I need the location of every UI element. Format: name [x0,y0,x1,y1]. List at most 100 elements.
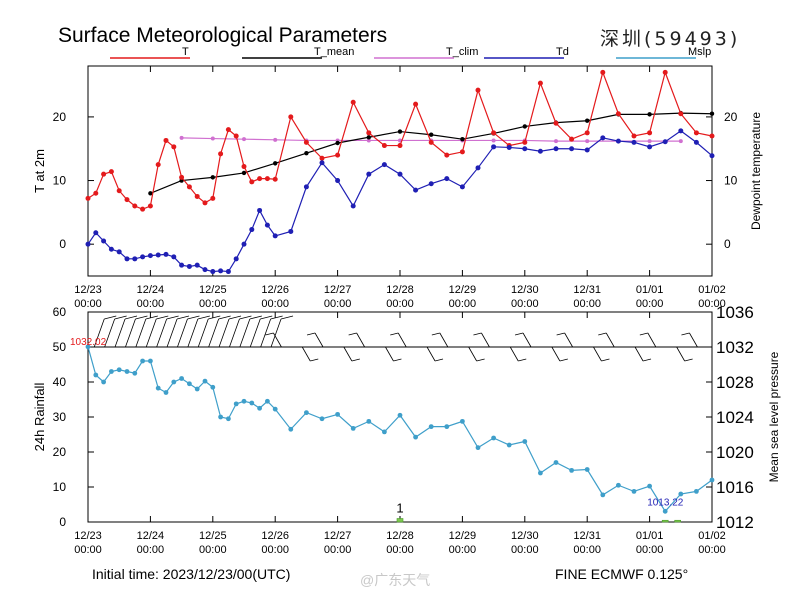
x-tick-label-date: 01/01 [636,284,664,296]
t-point [600,69,606,75]
mslp-point [257,405,262,411]
t-point [264,176,270,182]
mslp-point [304,410,309,416]
rain-axis-label: 24h Rainfall [32,383,47,452]
x-tick-label-time: 00:00 [698,544,726,556]
x-tick-label-time: 00:00 [698,298,726,310]
y-tick-label-right: 20 [724,110,738,124]
wind-barb [518,358,527,362]
tmean-point [241,170,247,176]
tmean-point [210,175,215,180]
td-point [584,147,590,153]
mslp-point [163,390,169,395]
t-point [335,152,341,158]
wind-barb [239,315,252,320]
tmean-point [273,161,278,166]
td-point [491,144,497,150]
mslp-point [226,416,231,422]
t-point [475,87,481,93]
td-point [233,256,239,262]
td-point [366,171,372,177]
mslp-y-tick-label: 1032 [716,338,754,357]
x-tick-label-date: 12/25 [199,530,227,542]
x-tick-label-date: 12/31 [573,284,601,296]
rain-y-tick-label: 30 [53,410,67,424]
t-point [124,197,130,203]
t-point [615,111,621,117]
wind-barb [104,315,117,320]
td-line [87,130,713,273]
x-tick-label-date: 12/30 [511,530,539,542]
td-point [615,138,621,144]
x-tick-label-date: 12/29 [449,284,477,296]
mslp-y-tick-label: 1020 [716,443,754,462]
x-tick-label-time: 00:00 [324,544,352,556]
wind-barb [135,318,147,348]
rain-y-tick-label: 40 [53,375,67,389]
wind-barb [208,318,220,348]
wind-barb [689,332,698,348]
initial-time: Initial time: 2023/12/23/00(UTC) [92,566,291,582]
mslp-point [397,412,403,418]
wind-barb [166,318,178,348]
td-point [413,187,419,193]
x-tick-label-date: 12/24 [137,530,165,542]
chart-title: Surface Meteorological Parameters [58,24,388,47]
mslp-point [350,425,356,431]
wind-barb [93,318,105,348]
wind-barb [197,315,210,320]
td-point [397,171,403,177]
y-tick-label-right: 10 [724,174,738,188]
tclim-point [210,136,215,141]
mslp-point [319,416,325,422]
x-tick-label-time: 00:00 [137,544,165,556]
model-label: FINE ECMWF 0.125° [555,566,689,582]
wind-barb [647,332,657,348]
td-point [600,135,606,141]
t-point [319,155,325,161]
mslp-point [148,358,153,364]
td-point [303,184,309,190]
td-point [101,238,107,244]
td-point [163,251,169,257]
mslp-point [288,426,294,432]
mslp-point [241,398,247,404]
tmean-point [397,129,403,134]
x-tick-label-date: 12/23 [74,530,102,542]
t-point [210,195,216,201]
wind-barb [356,332,365,348]
td-point [522,146,528,152]
td-point [225,269,231,275]
y-tick-label: 0 [59,237,66,251]
t-point [678,111,684,117]
mslp-point [444,424,450,430]
tmean-point [429,132,434,137]
wind-barb [439,332,449,348]
wind-barb [426,346,436,362]
x-tick-label-time: 00:00 [199,544,227,556]
wind-barb [270,315,283,320]
wind-barb [559,358,568,362]
tclim-point [585,139,590,144]
mslp-point [124,369,130,374]
t-point [155,162,161,168]
wind-barb [385,346,394,362]
t-point [537,80,543,86]
mslp-point [265,398,270,404]
mslp-point [678,491,684,497]
rain-y-tick-label: 20 [53,445,67,459]
wind-barb [176,315,190,320]
wind-barb [124,315,138,320]
t-point [140,206,146,212]
mslp-point [101,379,106,385]
t-point [272,176,278,182]
rain-y-tick-label: 10 [53,480,67,494]
wind-barb [260,318,272,348]
wind-barb [301,346,311,362]
mslp-point [194,386,200,392]
t-point [186,184,192,190]
t-point [662,69,668,75]
mslp-point [233,401,239,407]
td-point [155,252,161,258]
y-tick-label-right: 0 [724,237,731,251]
